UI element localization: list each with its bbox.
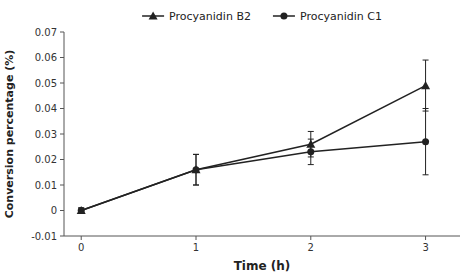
error-cap bbox=[308, 139, 314, 140]
y-tick-label: 0 bbox=[51, 205, 57, 216]
error-bar bbox=[423, 109, 429, 175]
legend: Procyanidin B2 Procyanidin C1 bbox=[142, 10, 382, 23]
x-tick-label: 2 bbox=[308, 242, 314, 253]
y-tick bbox=[60, 57, 64, 58]
x-tick bbox=[425, 236, 426, 240]
y-tick bbox=[60, 32, 64, 33]
error-cap bbox=[423, 60, 429, 61]
error-bar bbox=[308, 139, 314, 165]
point bbox=[78, 207, 85, 214]
series-line bbox=[81, 86, 425, 211]
x-axis-label: Time (h) bbox=[234, 259, 291, 273]
x-tick bbox=[196, 236, 197, 240]
error-cap bbox=[308, 164, 314, 165]
error-cap bbox=[423, 174, 429, 175]
y-tick bbox=[60, 210, 64, 211]
x-tick-label: 3 bbox=[422, 242, 428, 253]
y-axis-label: Conversion percentage (%) bbox=[3, 50, 16, 219]
chart: 0 1 2 3 -0.01 0 0.01 0.02 0.03 0.04 0.05 0.06 0.07 Ti… bbox=[0, 0, 474, 278]
legend-label: Procyanidin C1 bbox=[300, 10, 382, 23]
y-tick bbox=[60, 185, 64, 186]
error-bar bbox=[193, 154, 199, 185]
series bbox=[77, 60, 430, 214]
y-tick-label: 0.07 bbox=[35, 27, 57, 38]
y-tick bbox=[60, 83, 64, 84]
x-tick-label: 1 bbox=[193, 242, 199, 253]
x-tick bbox=[81, 236, 82, 240]
point bbox=[307, 148, 314, 155]
legend-item: Procyanidin B2 bbox=[142, 10, 251, 23]
series-line bbox=[81, 142, 425, 211]
x-axis bbox=[64, 236, 460, 237]
error-bar bbox=[78, 208, 84, 213]
y-tick bbox=[60, 108, 64, 109]
error-cap bbox=[193, 154, 199, 155]
y-tick-label: 0.02 bbox=[35, 154, 57, 165]
y-tick-label: -0.01 bbox=[31, 231, 57, 242]
x-tick-label: 0 bbox=[78, 242, 84, 253]
point bbox=[193, 166, 200, 173]
y-tick bbox=[60, 236, 64, 237]
y-tick-label: 0.01 bbox=[35, 180, 57, 191]
error-cap bbox=[423, 108, 429, 109]
y-tick bbox=[60, 134, 64, 135]
error-cap bbox=[193, 154, 199, 155]
y-tick-label: 0.06 bbox=[35, 52, 57, 63]
legend-item: Procyanidin C1 bbox=[273, 10, 382, 23]
legend-marker bbox=[149, 12, 158, 20]
x-tick bbox=[310, 236, 311, 240]
point bbox=[421, 81, 430, 89]
y-tick-label: 0.05 bbox=[35, 78, 57, 89]
legend-label: Procyanidin B2 bbox=[169, 10, 251, 23]
plot-area bbox=[77, 60, 430, 214]
y-tick-label: 0.04 bbox=[35, 103, 57, 114]
error-cap bbox=[193, 185, 199, 186]
error-bar bbox=[78, 208, 84, 213]
point bbox=[192, 165, 201, 173]
legend-marker bbox=[280, 13, 287, 20]
series bbox=[78, 109, 429, 215]
error-cap bbox=[308, 131, 314, 132]
error-cap bbox=[193, 185, 199, 186]
y-tick-label: 0.03 bbox=[35, 129, 57, 140]
error-bar bbox=[193, 154, 199, 185]
point bbox=[77, 206, 86, 214]
point bbox=[422, 138, 429, 145]
y-tick bbox=[60, 159, 64, 160]
